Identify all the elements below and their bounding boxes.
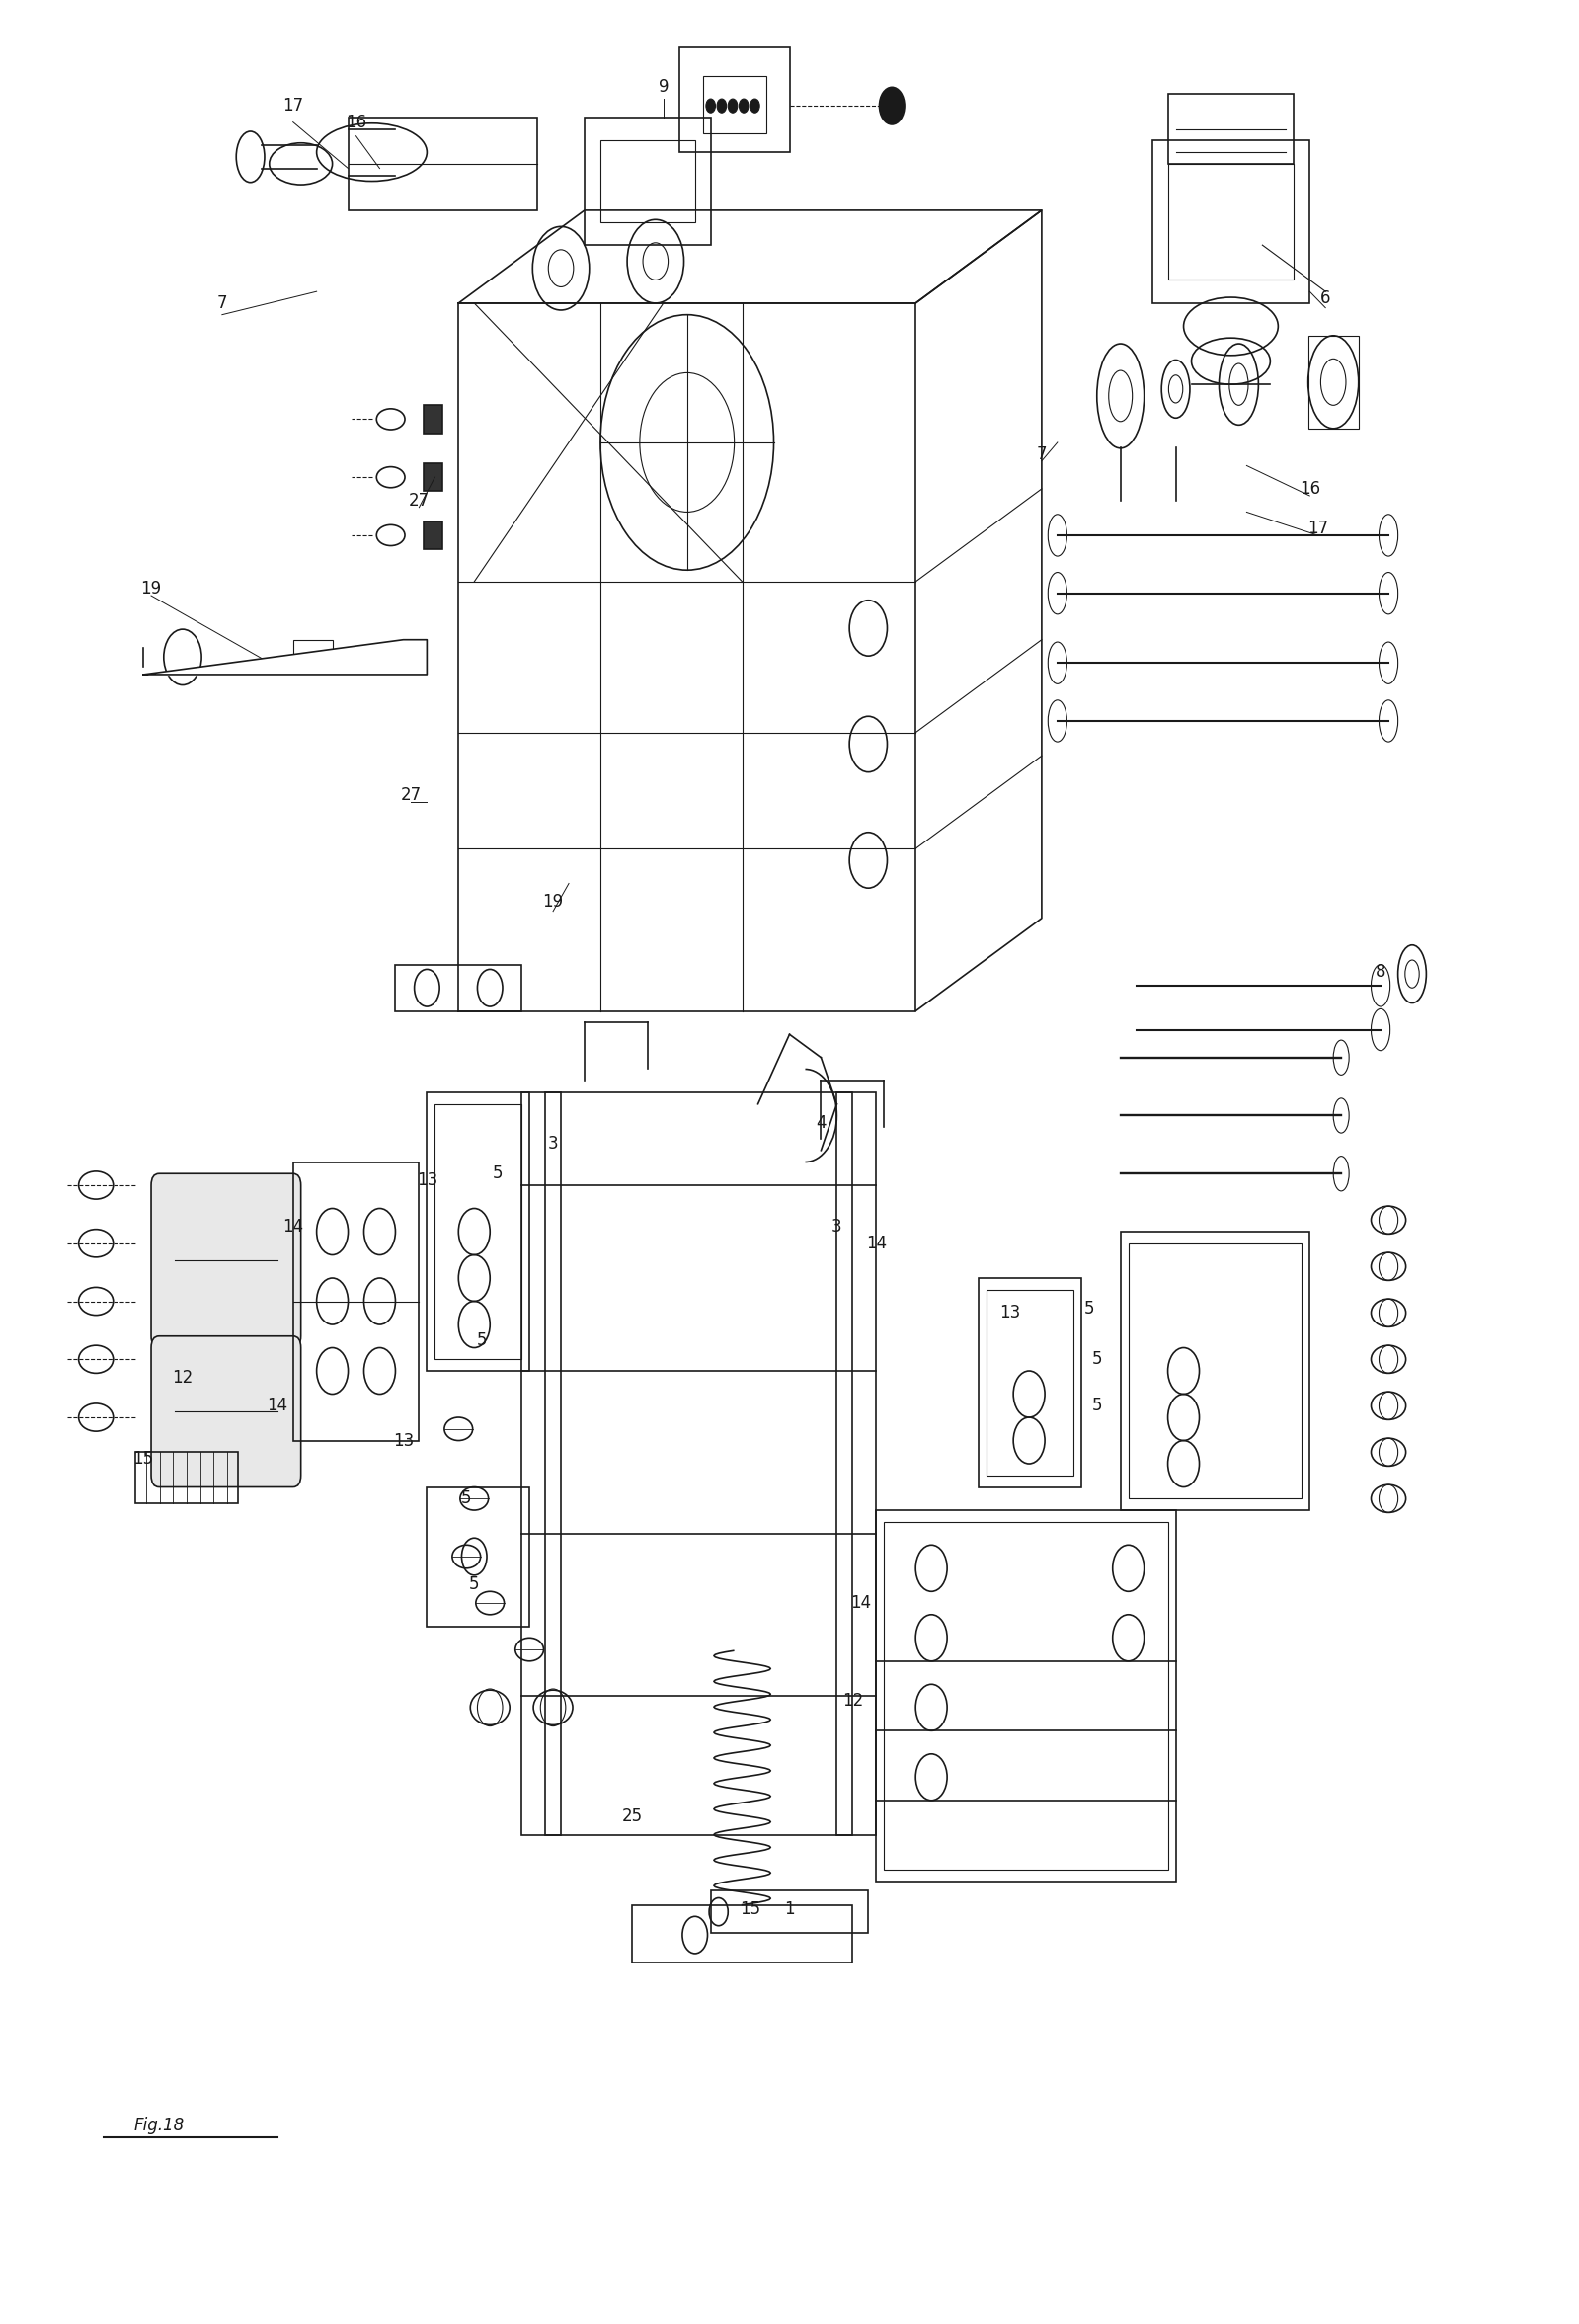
Bar [426, 1092, 529, 1371]
Bar [679, 49, 790, 153]
Bar [423, 462, 442, 490]
Text: 4: 4 [816, 1113, 826, 1132]
Bar [1153, 142, 1309, 302]
Bar [987, 1290, 1074, 1476]
Text: 15: 15 [133, 1450, 153, 1469]
Text: 17: 17 [1307, 518, 1328, 537]
Circle shape [728, 100, 737, 114]
Circle shape [739, 100, 748, 114]
FancyBboxPatch shape [152, 1336, 302, 1487]
Bar [632, 1906, 853, 1964]
Text: 14: 14 [283, 1218, 303, 1236]
Bar [600, 142, 695, 221]
Bar [294, 1162, 418, 1441]
Bar [426, 1487, 529, 1627]
Circle shape [880, 88, 905, 125]
Text: 25: 25 [622, 1808, 643, 1824]
Bar [837, 1092, 876, 1836]
Text: 3: 3 [832, 1218, 842, 1236]
Bar [584, 119, 711, 244]
Text: 12: 12 [842, 1692, 864, 1710]
Text: 7: 7 [1036, 446, 1047, 462]
Bar [711, 1892, 868, 1934]
FancyBboxPatch shape [152, 1174, 302, 1348]
Bar [545, 1092, 853, 1836]
Bar [423, 404, 442, 432]
Text: 16: 16 [346, 114, 366, 130]
Bar [347, 119, 537, 209]
Text: 17: 17 [283, 98, 303, 114]
Text: 9: 9 [658, 79, 668, 95]
Bar [884, 1522, 1168, 1871]
Bar [703, 77, 766, 135]
Bar [136, 1452, 238, 1504]
Text: 5: 5 [1083, 1299, 1094, 1318]
Text: 8: 8 [1375, 962, 1386, 981]
Text: 12: 12 [172, 1369, 193, 1387]
Bar [434, 1104, 521, 1360]
Bar [1168, 165, 1293, 279]
Text: 3: 3 [548, 1134, 559, 1153]
Text: 1: 1 [785, 1901, 794, 1917]
Bar [1121, 1232, 1309, 1511]
Text: Fig.18: Fig.18 [134, 2117, 185, 2133]
Polygon shape [144, 639, 426, 674]
Text: 14: 14 [865, 1234, 887, 1253]
Circle shape [706, 100, 715, 114]
Text: 5: 5 [461, 1490, 472, 1508]
Text: 19: 19 [543, 892, 564, 911]
Bar [521, 1092, 561, 1836]
Text: 19: 19 [141, 579, 161, 597]
Text: 13: 13 [417, 1171, 437, 1190]
Text: 14: 14 [267, 1397, 287, 1415]
Text: 15: 15 [739, 1901, 761, 1917]
Text: 7: 7 [216, 295, 227, 311]
Bar [1168, 95, 1293, 165]
Bar [979, 1278, 1082, 1487]
Bar [423, 521, 442, 548]
Text: 5: 5 [469, 1576, 480, 1594]
Bar [1307, 335, 1358, 428]
Text: 13: 13 [1000, 1304, 1020, 1322]
Circle shape [750, 100, 759, 114]
Text: 5: 5 [1091, 1397, 1102, 1415]
Bar [294, 639, 333, 669]
Bar [876, 1511, 1176, 1882]
Text: 27: 27 [409, 493, 429, 509]
Text: 27: 27 [401, 786, 422, 804]
Text: 6: 6 [1320, 290, 1331, 307]
Bar [395, 964, 521, 1011]
Text: 5: 5 [477, 1332, 488, 1350]
Text: 5: 5 [493, 1164, 504, 1183]
Text: 5: 5 [1091, 1350, 1102, 1369]
Text: 13: 13 [393, 1432, 414, 1450]
Bar [1129, 1243, 1301, 1499]
Text: 14: 14 [850, 1594, 872, 1613]
Circle shape [717, 100, 726, 114]
Text: 16: 16 [1300, 481, 1320, 497]
